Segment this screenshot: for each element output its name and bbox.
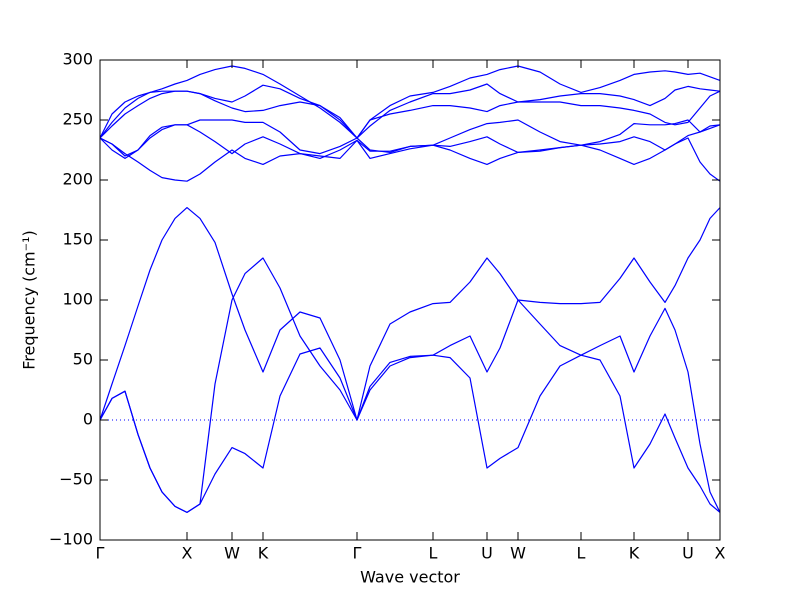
x-tick-label: X [182, 544, 193, 563]
x-tick-label: K [258, 544, 269, 563]
x-tick-label: U [682, 544, 694, 563]
y-tick-label: −50 [59, 470, 93, 489]
x-tick-label: Γ [353, 544, 362, 563]
y-tick-label: 250 [62, 110, 93, 129]
x-tick-label: Γ [96, 544, 105, 563]
x-tick-label: W [224, 544, 240, 563]
x-tick-label: W [510, 544, 526, 563]
x-axis-label: Wave vector [360, 568, 460, 587]
band-line [99, 347, 721, 513]
band-line [99, 137, 721, 182]
y-tick-label: 150 [62, 230, 93, 249]
y-tick-label: 200 [62, 170, 93, 189]
y-tick-label: 0 [83, 410, 93, 429]
plot-frame [99, 59, 721, 541]
y-tick-label: 100 [62, 290, 93, 309]
y-tick-label: 300 [62, 50, 93, 69]
y-tick-label: −100 [49, 530, 93, 549]
x-tick-label: X [715, 544, 726, 563]
band-line [99, 207, 721, 421]
band-line [99, 124, 721, 159]
x-tick-label: K [629, 544, 640, 563]
x-tick-label: L [429, 544, 438, 563]
band-line [99, 90, 721, 139]
x-tick-label: U [481, 544, 493, 563]
y-tick-label: 50 [73, 350, 93, 369]
band-line [99, 65, 721, 139]
x-tick-label: L [577, 544, 586, 563]
y-axis-label: Frequency (cm⁻¹) [20, 230, 39, 369]
